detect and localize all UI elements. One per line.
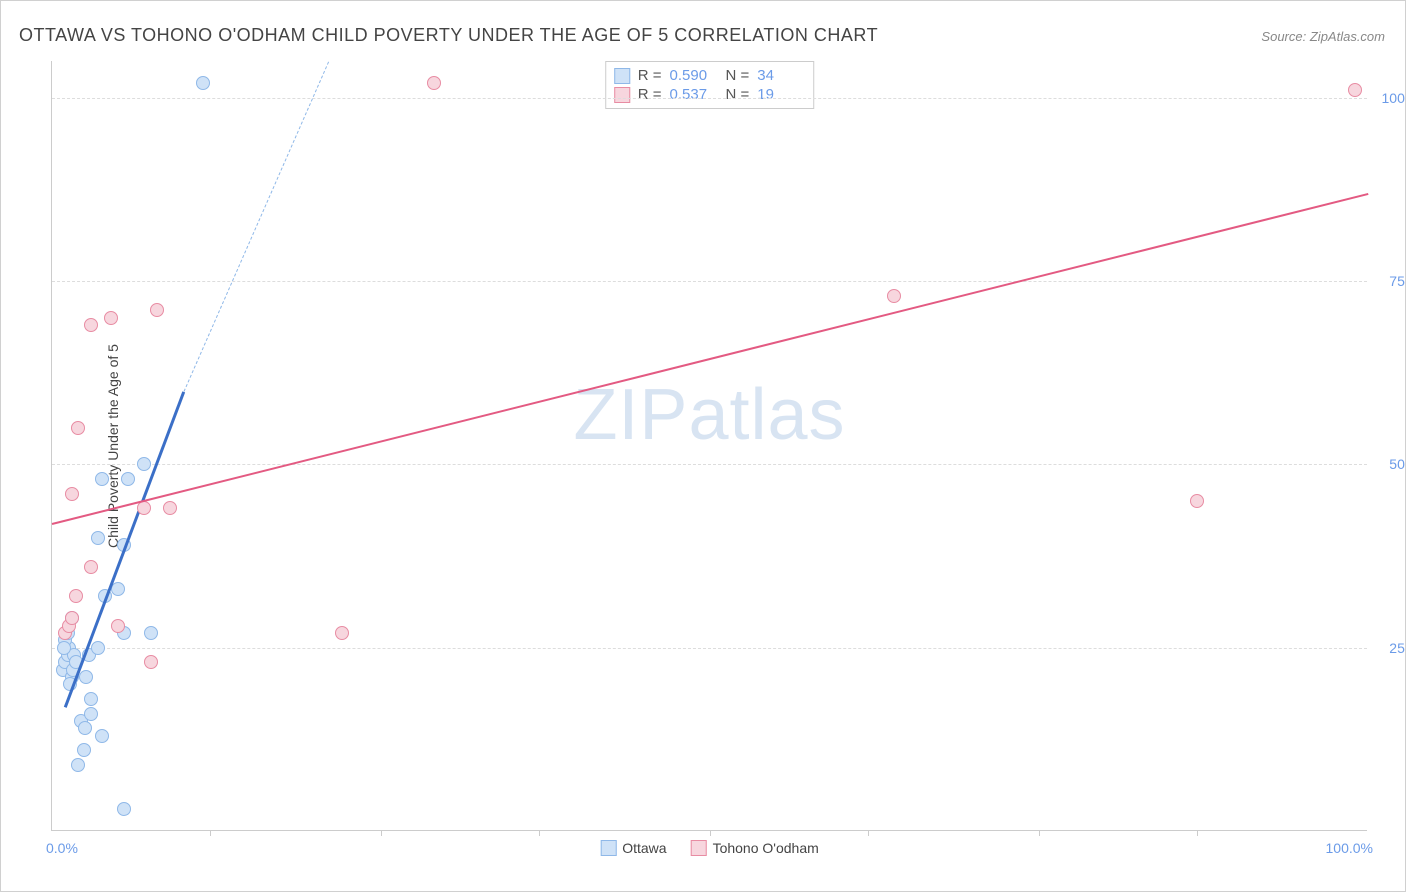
stat-n-value: 34 [757, 67, 805, 84]
scatter-point [887, 289, 901, 303]
legend-label: Tohono O'odham [713, 840, 819, 856]
stats-legend-box: R = 0.590 N = 34 R = 0.537 N = 19 [605, 61, 815, 109]
gridline [52, 281, 1367, 282]
stats-row: R = 0.537 N = 19 [614, 85, 806, 104]
stat-r-label: R = [638, 86, 662, 103]
scatter-point [71, 421, 85, 435]
scatter-point [95, 729, 109, 743]
scatter-point [91, 641, 105, 655]
legend-item: Ottawa [600, 840, 666, 856]
x-tick-mark [1197, 830, 1198, 836]
scatter-point [335, 626, 349, 640]
gridline [52, 98, 1367, 99]
stat-n-label: N = [726, 67, 750, 84]
source-label: Source: [1261, 29, 1306, 44]
scatter-point [144, 655, 158, 669]
scatter-point [69, 589, 83, 603]
scatter-point [84, 318, 98, 332]
stat-r-value: 0.590 [670, 67, 718, 84]
x-tick-mark [1039, 830, 1040, 836]
scatter-point [137, 457, 151, 471]
x-tick-mark [710, 830, 711, 836]
y-tick-label: 50.0% [1369, 456, 1406, 472]
stats-row: R = 0.590 N = 34 [614, 66, 806, 85]
scatter-point [111, 582, 125, 596]
x-tick-mark [210, 830, 211, 836]
scatter-point [79, 670, 93, 684]
x-tick-label: 100.0% [1326, 840, 1373, 856]
scatter-point [65, 611, 79, 625]
watermark-light: atlas [688, 375, 845, 455]
scatter-point [104, 311, 118, 325]
scatter-point [91, 531, 105, 545]
y-tick-label: 25.0% [1369, 640, 1406, 656]
scatter-point [196, 76, 210, 90]
chart-title: OTTAWA VS TOHONO O'ODHAM CHILD POVERTY U… [19, 25, 878, 46]
scatter-point [137, 501, 151, 515]
scatter-point [111, 619, 125, 633]
scatter-point [84, 707, 98, 721]
scatter-point [1190, 494, 1204, 508]
scatter-point [78, 721, 92, 735]
scatter-point [77, 743, 91, 757]
legend-swatch [614, 68, 630, 84]
x-tick-mark [381, 830, 382, 836]
scatter-point [117, 802, 131, 816]
stat-n-label: N = [726, 86, 750, 103]
legend-item: Tohono O'odham [691, 840, 819, 856]
scatter-point [71, 758, 85, 772]
plot-area: ZIPatlas R =0.590N =34R =0.537N =19 Otta… [51, 61, 1367, 831]
gridline [52, 464, 1367, 465]
scatter-point [84, 692, 98, 706]
legend-swatch [691, 840, 707, 856]
scatter-point [121, 472, 135, 486]
stat-r-value: 0.537 [670, 86, 718, 103]
legend-swatch [600, 840, 616, 856]
scatter-point [57, 641, 71, 655]
stat-n-value: 19 [757, 86, 805, 103]
scatter-point [150, 303, 164, 317]
trend-line [64, 392, 185, 708]
x-tick-mark [868, 830, 869, 836]
scatter-point [144, 626, 158, 640]
y-tick-label: 100.0% [1369, 90, 1406, 106]
legend-swatch [614, 87, 630, 103]
scatter-point [65, 487, 79, 501]
scatter-point [163, 501, 177, 515]
source-attribution: Source: ZipAtlas.com [1261, 29, 1385, 44]
scatter-point [95, 472, 109, 486]
stat-r-label: R = [638, 67, 662, 84]
source-name: ZipAtlas.com [1310, 29, 1385, 44]
scatter-point [84, 560, 98, 574]
scatter-point [1348, 83, 1362, 97]
legend-label: Ottawa [622, 840, 666, 856]
gridline [52, 648, 1367, 649]
series-legend: Ottawa Tohono O'odham [600, 840, 819, 856]
scatter-point [427, 76, 441, 90]
x-tick-mark [539, 830, 540, 836]
chart-container: OTTAWA VS TOHONO O'ODHAM CHILD POVERTY U… [0, 0, 1406, 892]
x-tick-label: 0.0% [46, 840, 78, 856]
trend-line [183, 61, 329, 391]
watermark: ZIPatlas [573, 374, 845, 456]
y-tick-label: 75.0% [1369, 273, 1406, 289]
